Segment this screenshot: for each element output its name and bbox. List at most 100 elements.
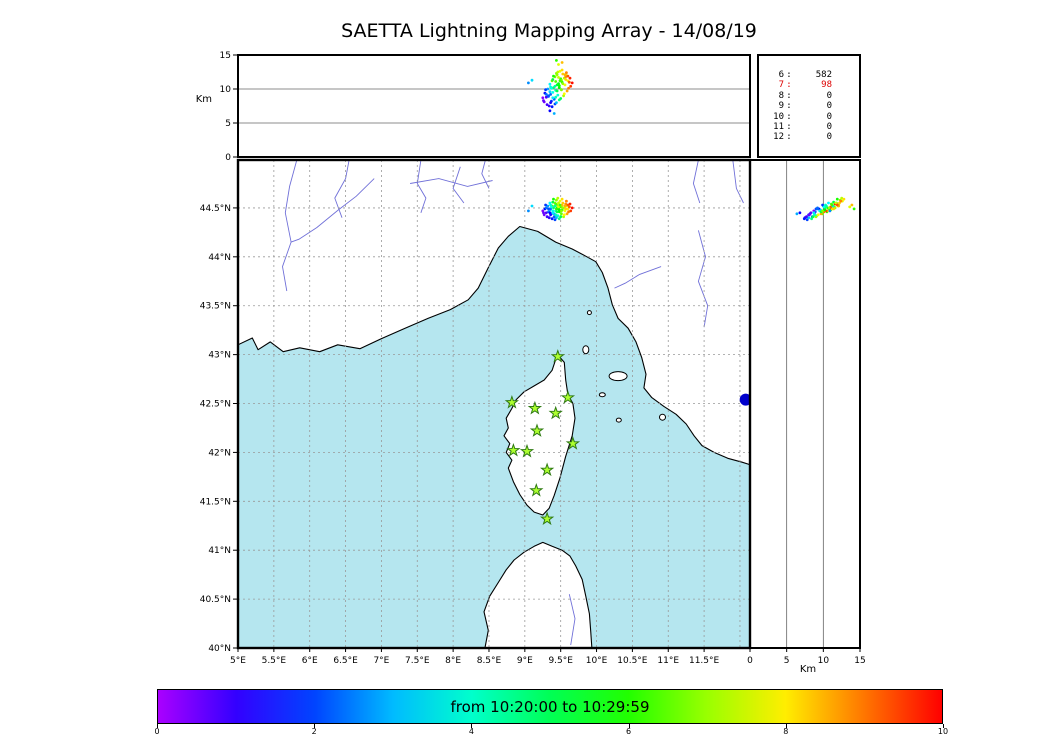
island bbox=[598, 392, 606, 398]
alt-tick-label: 5 bbox=[225, 119, 231, 129]
island bbox=[586, 310, 592, 316]
lat-tick-label: 41°N bbox=[208, 546, 231, 556]
lon-tick-label: 11°E bbox=[657, 656, 679, 666]
lat-tick-label: 40°N bbox=[208, 644, 231, 654]
river bbox=[692, 160, 701, 204]
station-count-row: 8:0 bbox=[778, 90, 832, 101]
colorbar-tick-mark bbox=[471, 724, 473, 728]
lat-tick-label: 42°N bbox=[208, 448, 231, 458]
lma-station-star bbox=[548, 405, 563, 420]
river bbox=[410, 178, 493, 187]
lat-tick-label: 43°N bbox=[208, 351, 231, 361]
alt-lon-scatter bbox=[527, 59, 574, 115]
lma-station-star bbox=[565, 436, 581, 450]
colorbar-tick-label: 0 bbox=[154, 727, 160, 736]
colorbar-tick-mark bbox=[628, 724, 630, 728]
river bbox=[290, 178, 375, 243]
lon-tick-label: 11.5°E bbox=[689, 656, 720, 666]
island bbox=[659, 413, 666, 421]
lma-station-star bbox=[550, 349, 565, 363]
lon-tick-label: 10.5°E bbox=[617, 656, 648, 666]
river bbox=[614, 266, 662, 289]
lon-tick-label: 8°E bbox=[445, 656, 461, 666]
colorbar-tick-label: 6 bbox=[626, 727, 632, 736]
island bbox=[615, 417, 622, 423]
river bbox=[416, 160, 427, 213]
lon-tick-label: 5°E bbox=[230, 656, 246, 666]
corsica-coastline bbox=[503, 356, 576, 516]
station-count-row: 11:0 bbox=[773, 122, 832, 133]
lon-tick-label: 9.5°E bbox=[548, 656, 573, 666]
colorbar-tick-label: 4 bbox=[468, 727, 474, 736]
lat-tick-label: 44.5°N bbox=[200, 204, 231, 214]
station-count-panel-border bbox=[757, 54, 861, 158]
island bbox=[582, 345, 590, 355]
river bbox=[732, 160, 744, 204]
lma-station-star bbox=[560, 390, 576, 404]
alt-tick-label: 0 bbox=[225, 153, 231, 163]
mainland-coastline bbox=[238, 160, 750, 466]
colorbar-tick-mark bbox=[785, 724, 787, 728]
map-grid bbox=[238, 160, 750, 648]
colorbar-tick-mark bbox=[314, 724, 316, 728]
km-tick-label: 5 bbox=[784, 656, 790, 666]
lma-station-star bbox=[529, 482, 544, 497]
lon-tick-label: 6°E bbox=[302, 656, 318, 666]
lon-tick-label: 10°E bbox=[586, 656, 608, 666]
island bbox=[608, 371, 628, 382]
lma-station-star bbox=[519, 443, 535, 458]
colorbar-tick-mark bbox=[157, 724, 158, 728]
sardinia-coastline bbox=[483, 541, 593, 648]
colorbar-tick-mark bbox=[943, 724, 944, 728]
plot-title: SAETTA Lightning Mapping Array - 14/08/1… bbox=[341, 20, 757, 42]
lma-station-star bbox=[539, 511, 555, 526]
station-count-row: 9:0 bbox=[778, 101, 832, 112]
station-count-row: 6:582 bbox=[778, 70, 832, 80]
lon-tick-label: 7.5°E bbox=[405, 656, 430, 666]
station-count-row: 12:0 bbox=[773, 132, 832, 143]
lat-tick-label: 40.5°N bbox=[200, 595, 231, 605]
lat-tick-label: 41.5°N bbox=[200, 497, 231, 507]
lat-tick-label: 43.5°N bbox=[200, 302, 231, 312]
lon-tick-label: 7°E bbox=[373, 656, 389, 666]
river bbox=[282, 160, 298, 292]
altitude-axis-label: Km bbox=[195, 94, 212, 105]
alt-tick-label: 15 bbox=[220, 51, 231, 61]
river bbox=[568, 594, 576, 646]
alt-lat-panel-border bbox=[749, 159, 861, 649]
alt-lat-scatter bbox=[795, 196, 856, 222]
map-scatter bbox=[504, 196, 750, 526]
time-colorbar: from 10:20:00 to 10:29:59 bbox=[157, 689, 943, 724]
alt-tick-label: 10 bbox=[220, 85, 232, 95]
lma-station-star bbox=[504, 394, 520, 409]
station-count-row: 7:98 bbox=[778, 80, 832, 91]
lon-tick-label: 5.5°E bbox=[262, 656, 287, 666]
lon-tick-label: 8.5°E bbox=[477, 656, 502, 666]
colorbar-tick-label: 2 bbox=[311, 727, 317, 736]
station-count-row: 10:0 bbox=[773, 111, 832, 122]
map-panel bbox=[238, 160, 750, 648]
colorbar-tick-label: 10 bbox=[937, 727, 949, 736]
lma-station-star bbox=[529, 423, 545, 437]
km-tick-label: 0 bbox=[747, 656, 753, 666]
lat-tick-label: 42.5°N bbox=[200, 400, 231, 410]
station-count-panel: 6:582 7:98 8:0 9:0 10:0 11:0 12:0 bbox=[758, 55, 860, 157]
lma-station-star bbox=[539, 462, 555, 477]
alt-lon-panel-border bbox=[237, 54, 751, 158]
lma-station-star bbox=[527, 400, 543, 415]
km-axis-label: Km bbox=[799, 664, 817, 675]
lon-tick-label: 9°E bbox=[517, 656, 533, 666]
colorbar-tick-label: 8 bbox=[783, 727, 789, 736]
colorbar-label: from 10:20:00 to 10:29:59 bbox=[450, 697, 650, 716]
lat-tick-label: 44°N bbox=[208, 253, 231, 263]
km-tick-label: 15 bbox=[854, 656, 865, 666]
river bbox=[481, 160, 490, 189]
lma-station-star bbox=[506, 442, 521, 457]
river bbox=[697, 230, 709, 328]
km-tick-label: 10 bbox=[818, 656, 830, 666]
lon-tick-label: 6.5°E bbox=[333, 656, 358, 666]
river bbox=[452, 166, 465, 204]
edge-marker bbox=[739, 393, 750, 406]
